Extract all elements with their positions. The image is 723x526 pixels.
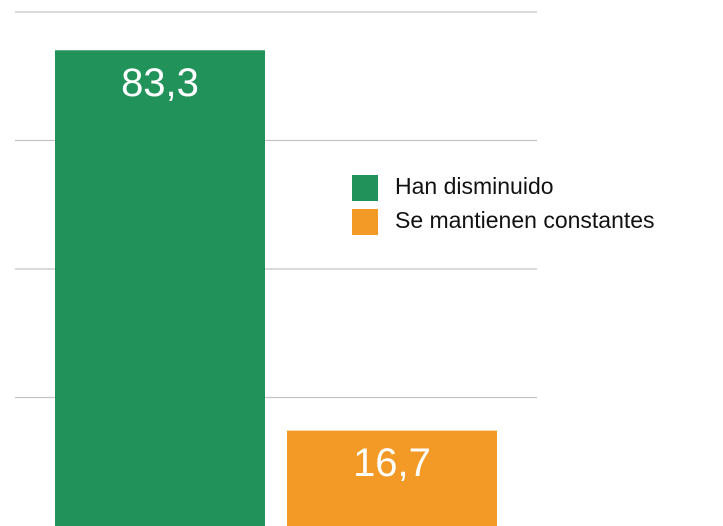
data-label: 83,3 — [121, 61, 199, 105]
bar — [287, 430, 497, 526]
legend-label: Han disminuido — [395, 173, 554, 199]
legend-swatch — [352, 209, 378, 235]
legend-label: Se mantienen constantes — [395, 207, 655, 233]
legend-swatch — [352, 175, 378, 201]
bar — [55, 50, 265, 526]
data-label: 16,7 — [353, 441, 431, 485]
